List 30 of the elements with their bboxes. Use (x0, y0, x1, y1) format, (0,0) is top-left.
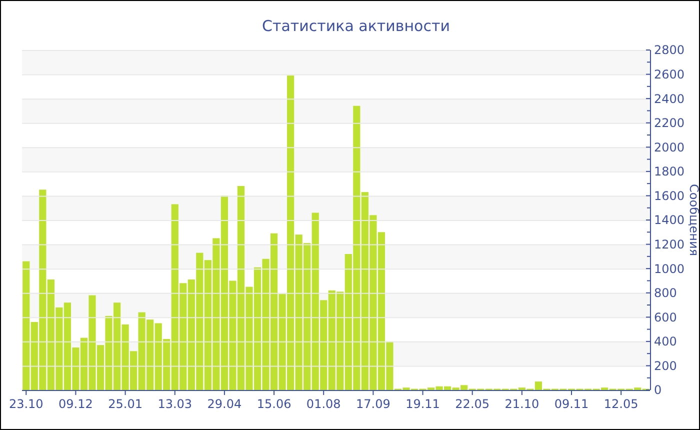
y-tick-label: 1200 (654, 237, 685, 252)
y-tick-label: 1000 (654, 262, 685, 276)
x-tick-label: 15.06 (256, 397, 292, 411)
y-tick-label: 2000 (654, 140, 685, 154)
y-tick-label: 2400 (654, 92, 685, 106)
y-tick-label: 800 (654, 286, 677, 300)
x-tick-label: 09.11 (554, 397, 589, 411)
x-tick-label: 21.10 (504, 397, 540, 411)
y-tick-label: 2600 (654, 67, 685, 82)
y-tick-label: 1800 (654, 164, 685, 179)
x-tick-label: 23.10 (8, 397, 44, 411)
x-tick-label: 17.09 (356, 397, 390, 411)
y-tick-label: 2800 (654, 43, 685, 58)
y-tick-label: 1400 (654, 213, 685, 228)
chart-title: Статистика активности (262, 17, 450, 35)
x-tick-label: 13.03 (158, 397, 192, 411)
y-axis-title: Сообщения (687, 184, 700, 256)
y-tick-label: 0 (654, 383, 662, 398)
y-tick-label: 200 (654, 358, 677, 373)
y-tick-label: 600 (654, 310, 677, 324)
x-tick-label: 29.04 (207, 397, 242, 411)
x-tick-label: 12.05 (604, 397, 638, 411)
x-tick-label: 01.08 (306, 397, 341, 411)
x-tick-label: 19.11 (406, 397, 440, 411)
x-tick-label: 09.12 (58, 397, 93, 411)
y-tick-label: 400 (654, 334, 677, 349)
x-tick-label: 25.01 (108, 397, 142, 411)
x-tick-label: 22.05 (455, 397, 490, 411)
y-tick-label: 2200 (654, 116, 685, 130)
y-tick-label: 1600 (654, 188, 685, 203)
